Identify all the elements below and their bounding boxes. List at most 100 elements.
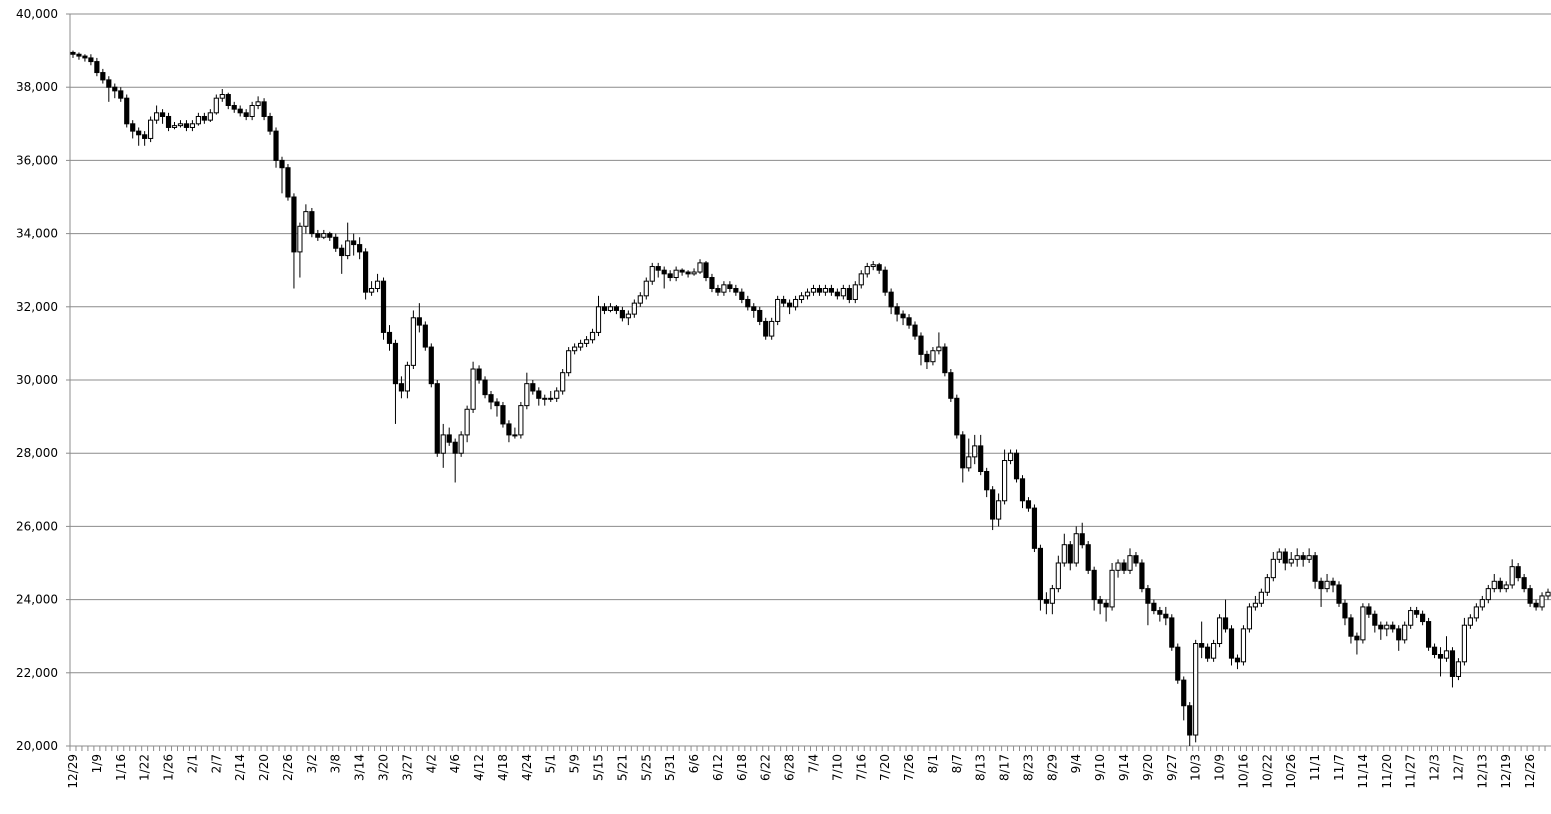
candle-body: [422, 324, 428, 348]
candle-body: [207, 112, 213, 121]
candle-body: [595, 306, 602, 333]
candle-body: [112, 86, 118, 92]
candle-body: [273, 130, 279, 161]
candle-body: [165, 115, 172, 128]
candle-body: [1043, 599, 1049, 604]
candle-body: [1384, 624, 1390, 630]
candle-body: [494, 401, 500, 407]
candle-body: [834, 291, 840, 297]
candle-body: [1073, 533, 1079, 564]
x-tick-label: 3/8: [329, 754, 343, 773]
candle-body: [1193, 643, 1199, 736]
candle-body: [792, 298, 799, 308]
x-tick-label: 8/17: [998, 754, 1012, 781]
x-tick-label: 1/16: [114, 754, 128, 781]
x-tick-label: 9/14: [1117, 754, 1131, 781]
y-tick-label: 34,000: [16, 227, 58, 241]
candle-body: [936, 346, 942, 352]
candle-body: [1533, 602, 1539, 608]
candle-body: [267, 115, 273, 132]
candle-body: [195, 115, 201, 125]
candle-body: [649, 266, 655, 282]
candle-body: [637, 295, 643, 304]
candle-body: [1443, 650, 1450, 659]
candle-body: [142, 134, 148, 139]
candle-body: [1091, 569, 1097, 601]
candle-body: [386, 331, 393, 344]
candle-body: [1467, 617, 1473, 626]
candle-body: [1288, 558, 1294, 564]
candle-body: [1461, 624, 1467, 663]
candle-body: [1312, 555, 1318, 582]
candle-body: [1181, 679, 1187, 707]
candle-body: [440, 434, 446, 454]
candle-body: [261, 101, 267, 117]
candle-body: [428, 346, 434, 385]
candle-body: [1109, 569, 1115, 608]
x-tick-label: 9/4: [1069, 754, 1083, 773]
candle-body: [846, 288, 852, 300]
candle-body: [1414, 610, 1420, 615]
candle-body: [345, 240, 351, 257]
candle-body: [619, 309, 625, 319]
candle-body: [476, 368, 482, 381]
x-tick-label: 12/19: [1499, 754, 1513, 789]
y-tick-label: 22,000: [16, 666, 58, 680]
candle-body: [798, 295, 805, 300]
candle-body: [1019, 478, 1026, 502]
candle-body: [1103, 602, 1109, 608]
candle-body: [906, 317, 912, 326]
candle-body: [500, 405, 506, 425]
x-tick-label: 8/23: [1021, 754, 1035, 781]
x-tick-label: 7/20: [878, 754, 892, 781]
candle-body: [1449, 650, 1456, 677]
candle-body: [607, 306, 614, 311]
candle-body: [1001, 460, 1008, 502]
candle-body: [1199, 643, 1205, 648]
candle-body: [1515, 566, 1521, 579]
candle-body: [219, 94, 225, 99]
candle-body: [697, 262, 703, 273]
x-tick-label: 4/18: [496, 754, 510, 781]
candle-body: [1139, 562, 1145, 590]
x-tick-label: 12/3: [1428, 754, 1442, 781]
candle-body: [225, 94, 231, 106]
candle-body: [380, 280, 387, 333]
x-tick-label: 8/13: [974, 754, 988, 781]
candle-body: [1324, 580, 1330, 590]
candle-body: [303, 211, 309, 227]
candle-body: [1354, 635, 1360, 641]
candle-body: [1545, 591, 1551, 597]
candle-body: [1127, 555, 1133, 571]
candle-body: [972, 445, 978, 458]
candle-body: [1378, 624, 1384, 630]
x-tick-label: 6/6: [687, 754, 701, 773]
candle-body: [1264, 577, 1270, 593]
candle-body: [810, 288, 817, 293]
candle-body: [1258, 591, 1264, 604]
candle-body: [1396, 628, 1402, 641]
candle-body: [189, 123, 196, 128]
x-tick-label: 2/1: [185, 754, 199, 773]
candle-body: [94, 61, 100, 74]
candle-body: [577, 342, 584, 348]
candle-body: [721, 284, 727, 293]
candle-body: [512, 434, 518, 437]
y-tick-label: 40,000: [16, 7, 58, 21]
candle-body: [1300, 555, 1306, 560]
candle-body: [1079, 533, 1085, 546]
candle-body: [763, 320, 769, 337]
candle-body: [918, 335, 924, 355]
x-tick-label: 11/20: [1380, 754, 1394, 789]
x-tick-label: 11/7: [1332, 754, 1346, 781]
candle-body: [888, 291, 894, 308]
candle-body: [279, 159, 285, 169]
candle-body: [804, 291, 811, 297]
candle-body: [1037, 547, 1044, 601]
candle-body: [679, 269, 685, 273]
candle-body: [787, 302, 793, 308]
candle-body: [458, 434, 464, 454]
candle-body: [410, 317, 416, 366]
x-tick-label: 9/20: [1141, 754, 1155, 781]
x-tick-label: 4/6: [448, 754, 462, 773]
